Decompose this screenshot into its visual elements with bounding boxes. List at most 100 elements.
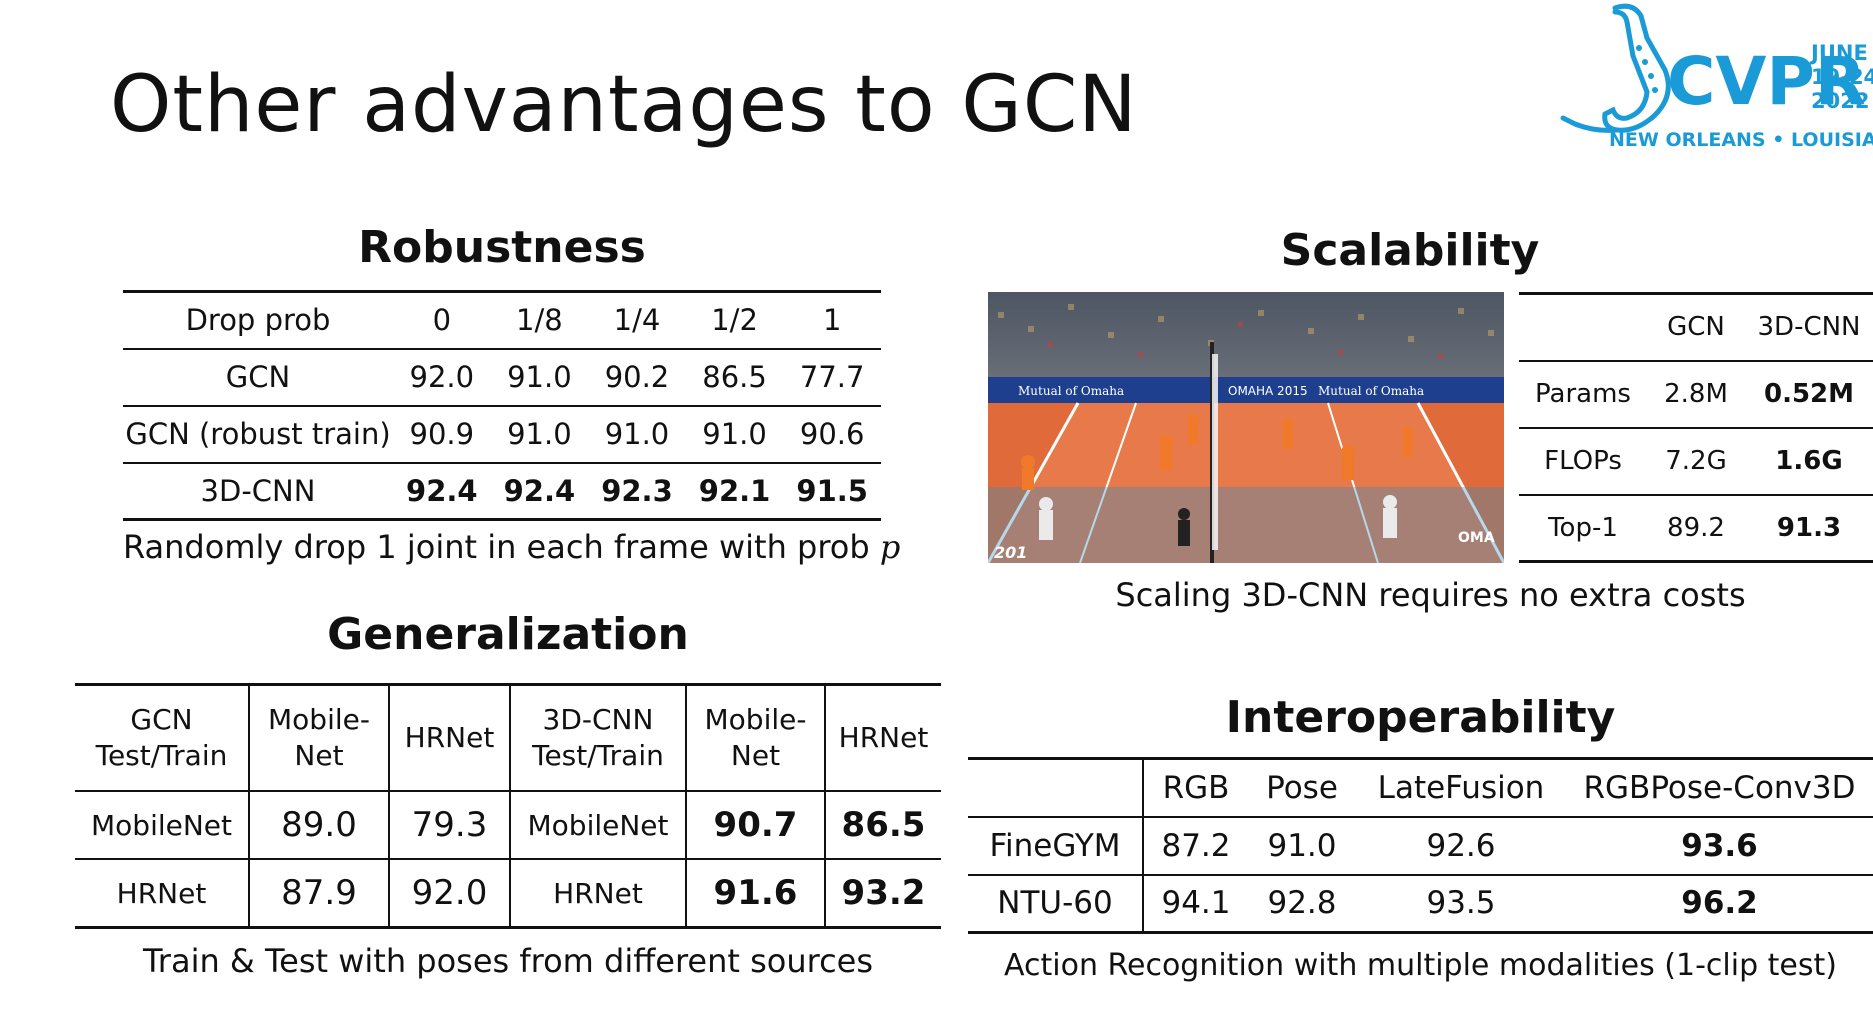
caption-variable: p [879,528,901,566]
row-label: 3D-CNN [123,461,393,520]
table-cell: 87.2 [1143,815,1248,875]
image-banner-right: Mutual of Omaha [1318,384,1424,398]
image-banner-mid: OMAHA 2015 [1228,384,1308,398]
table-cell: 87.9 [248,858,389,928]
table-cell: 89.0 [248,790,389,859]
generalization-caption: Train & Test with poses from different s… [142,942,874,980]
table-row: FLOPs 7.2G 1.6G [1519,426,1873,495]
table-cell: 90.7 [685,790,825,859]
table-row: FineGYM 87.2 91.0 92.6 93.6 [968,815,1873,875]
table-cell: 92.0 [388,858,510,928]
table-header-cell: 1 [822,303,842,338]
table-cell: 91.6 [685,858,825,928]
table-row: GCN (robust train) 90.9 91.0 91.0 91.0 9… [123,404,881,463]
table-cell: 93.2 [824,858,941,928]
table-cell: 92.4 [490,461,589,520]
table-header-cell: 0 [432,303,452,338]
cvpr-logo: CVPR JUNE 19-24 2022 NEW ORLEANS • LOUIS… [1560,3,1873,151]
logo-dates: 19-24 [1811,65,1873,89]
robustness-caption: Randomly drop 1 joint in each frame with… [123,528,900,566]
table-header-cell: RGB [1162,769,1230,806]
table-cell: 86.5 [824,790,941,859]
robustness-heading: Robustness [358,222,646,273]
table-cell: 92.8 [1248,873,1356,933]
table-row: HRNet 87.9 92.0 HRNet 91.6 93.2 [75,858,941,928]
image-corner-left: 201 [994,543,1027,562]
table-header-cell: Mobile- Net [248,684,389,791]
table-cell: 93.5 [1356,873,1566,933]
table-header-cell: GCN [1667,312,1725,343]
table-cell: 92.6 [1356,815,1566,875]
table-cell: 7.2G [1647,426,1745,495]
table-cell: 92.1 [685,461,784,520]
row-label: FLOPs [1519,426,1647,495]
row-label: Params [1519,359,1647,428]
table-row: Top-1 89.2 91.3 [1519,493,1873,562]
table-cell: 94.1 [1143,873,1248,933]
table-header-cell: 1/2 [711,303,758,338]
scalability-caption: Scaling 3D-CNN requires no extra costs [1115,576,1746,614]
table-header-row: GCN Test/Train Mobile- Net HRNet 3D-CNN … [75,684,941,791]
table-cell: 93.6 [1566,815,1873,875]
table-header-cell: GCN Test/Train [95,703,228,772]
logo-year: 2022 [1811,89,1869,113]
caption-text: Randomly drop 1 joint in each frame with… [123,528,870,566]
table-cell: 79.3 [388,790,510,859]
table-cell: 91.0 [685,404,784,463]
slide-title: Other advantages to GCN [110,60,1138,150]
row-label: MobileNet [509,790,686,859]
row-label: GCN [123,347,393,406]
table-header-cell: HRNet [824,684,941,791]
row-label: FineGYM [968,815,1144,875]
table-cell: 92.0 [393,347,491,406]
table-cell: 91.5 [783,461,881,520]
table-header-cell: Mobile- Net [685,684,825,791]
row-label: NTU-60 [968,873,1144,933]
table-cell: 77.7 [783,347,881,406]
table-header-cell: LateFusion [1377,769,1545,806]
table-cell: 91.0 [490,347,589,406]
table-header-cell: RGBPose-Conv3D [1583,769,1856,806]
table-header-cell: 3D-CNN [1757,312,1861,343]
robustness-table: Drop prob 0 1/8 1/4 1/2 1 GCN 92.0 91.0 … [123,290,881,521]
table-row: Params 2.8M 0.52M [1519,359,1873,428]
logo-location: NEW ORLEANS • LOUISIANA [1609,129,1873,151]
table-cell: 96.2 [1566,873,1873,933]
interoperability-heading: Interoperability [1225,692,1616,743]
table-header-cell [968,758,1144,817]
scalability-table: GCN 3D-CNN Params 2.8M 0.52M FLOPs 7.2G … [1519,292,1873,563]
table-cell: 2.8M [1647,359,1745,428]
row-label: MobileNet [75,790,249,859]
table-cell: 90.2 [588,347,686,406]
table-header-row: GCN 3D-CNN [1519,294,1873,361]
table-cell: 91.0 [490,404,589,463]
table-cell: 92.4 [393,461,491,520]
table-cell: 91.3 [1745,493,1873,562]
table-header-row: RGB Pose LateFusion RGBPose-Conv3D [968,758,1873,817]
table-header-cell: 3D-CNN Test/Train [509,684,686,791]
table-header-cell: Drop prob [185,303,331,338]
image-corner-right: OMA [1458,530,1495,546]
table-header-row: Drop prob 0 1/8 1/4 1/2 1 [123,292,881,349]
table-cell: 89.2 [1647,493,1745,562]
table-header-cell [1519,294,1647,361]
scalability-heading: Scalability [1280,225,1540,276]
table-cell: 86.5 [685,347,784,406]
table-row: NTU-60 94.1 92.8 93.5 96.2 [968,873,1873,933]
table-cell: 92.3 [588,461,686,520]
table-cell: 0.52M [1745,359,1873,428]
image-banner-left: Mutual of Omaha [1018,384,1124,398]
table-row: GCN 92.0 91.0 90.2 86.5 77.7 [123,347,881,406]
table-header-cell: HRNet [388,684,510,791]
table-cell: 91.0 [1248,815,1356,875]
table-cell: 90.6 [783,404,881,463]
row-label: HRNet [75,858,249,928]
table-cell: 90.9 [393,404,491,463]
logo-name: CVPR [1667,43,1866,120]
row-label: Top-1 [1519,493,1647,562]
table-row: 3D-CNN 92.4 92.4 92.3 92.1 91.5 [123,461,881,520]
logo-month: JUNE [1809,41,1868,65]
table-header-cell: Pose [1266,769,1338,806]
table-header-cell: 1/8 [516,303,563,338]
table-cell: 1.6G [1745,426,1873,495]
